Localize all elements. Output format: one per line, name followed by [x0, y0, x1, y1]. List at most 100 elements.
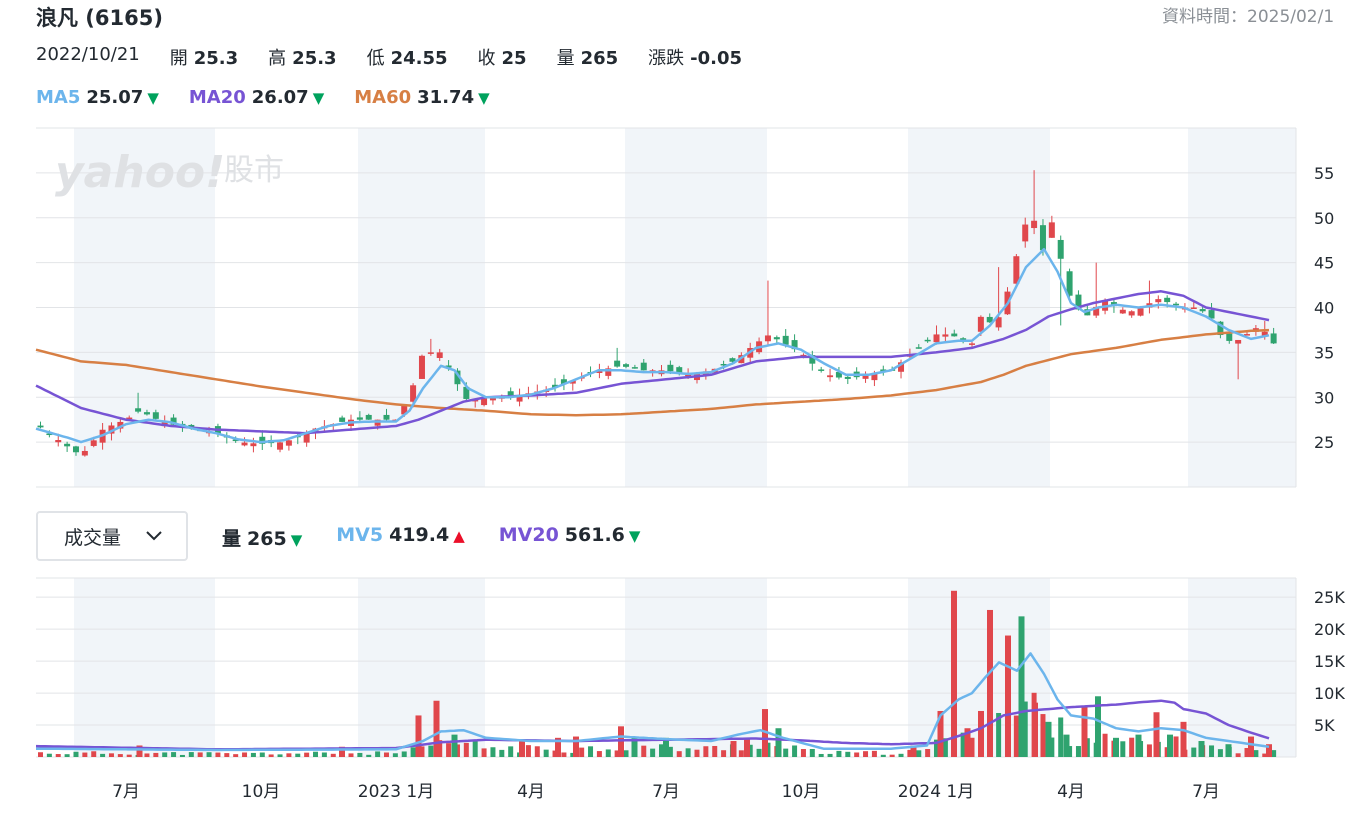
- volume-bar: [588, 746, 594, 757]
- volume-bar: [410, 747, 416, 757]
- volume-bar: [863, 751, 869, 757]
- volume-bar: [433, 700, 440, 757]
- yahoo-watermark-logo: yahoo!: [55, 147, 225, 198]
- volume-bar: [1031, 692, 1037, 757]
- candle-body: [560, 379, 567, 385]
- candle-body: [64, 443, 71, 447]
- volume-bar: [153, 752, 159, 757]
- volume-bar: [490, 747, 496, 757]
- ma5-line: [35, 247, 1270, 444]
- price-chart[interactable]: 25 30 35 40 45 50 55 yahoo!股市: [0, 0, 1364, 495]
- candle-body: [1226, 333, 1233, 341]
- volume-bar: [268, 754, 274, 757]
- candle-body: [844, 376, 851, 379]
- indicator-dropdown[interactable]: 成交量: [36, 511, 188, 561]
- volume-bar: [951, 590, 957, 757]
- open-value: 25.3: [193, 48, 239, 69]
- up-arrow-icon: ▲: [453, 527, 465, 545]
- ohlc-close: 收 25: [478, 44, 527, 70]
- candle-body: [117, 421, 124, 429]
- volume-bar: [415, 715, 422, 757]
- high-value: 25.3: [292, 48, 337, 69]
- candle-body: [960, 338, 967, 340]
- candle-body: [685, 374, 692, 377]
- volume-bar: [845, 751, 851, 757]
- volume-bar: [82, 752, 88, 757]
- volume-bar: [827, 753, 833, 757]
- stock-title: 浪凡 (6165): [36, 6, 163, 30]
- volume-bar: [1040, 714, 1046, 757]
- volume-bar: [46, 753, 52, 757]
- candle-body: [436, 352, 443, 358]
- volume-bar: [392, 753, 398, 757]
- ma20-value: 26.07: [251, 87, 309, 108]
- volume-bar: [357, 752, 363, 757]
- candle-body: [1013, 256, 1020, 284]
- volume-bar: [463, 742, 469, 757]
- volume-bar: [1032, 702, 1038, 757]
- candle-body: [1075, 294, 1082, 310]
- volume-bar: [242, 752, 248, 757]
- volume-bar: [1067, 746, 1073, 757]
- candle-body: [818, 369, 825, 371]
- x-tick-label: 10月: [782, 782, 821, 802]
- volume-bar: [730, 741, 737, 757]
- indicator-dropdown-label: 成交量: [64, 526, 122, 549]
- volume-bar: [774, 746, 780, 757]
- volume-bar: [1084, 738, 1090, 757]
- candle-body: [827, 375, 834, 378]
- candle-body: [862, 375, 869, 379]
- volume-bar: [703, 746, 709, 757]
- candle-body: [339, 417, 346, 422]
- candle-body: [667, 364, 674, 372]
- ma60-name: MA60: [354, 87, 412, 108]
- volume-bar: [880, 754, 886, 757]
- volume-bar: [224, 753, 230, 757]
- candle-body: [135, 408, 142, 412]
- volume-bar: [676, 751, 682, 757]
- volume-bar: [259, 752, 265, 757]
- y-tick-label: 25K: [1314, 588, 1345, 607]
- low-value: 24.55: [390, 48, 448, 69]
- high-label: 高: [268, 48, 287, 69]
- candle-body: [1190, 307, 1197, 309]
- volume-bar: [729, 744, 735, 757]
- period-band: [74, 578, 215, 757]
- volume-bar: [1081, 705, 1088, 757]
- candle-body: [995, 317, 1002, 328]
- candle-body: [986, 316, 993, 323]
- candle-body: [489, 397, 496, 401]
- volume-bar: [694, 749, 700, 757]
- volume-bar: [1173, 736, 1179, 757]
- volume-bar: [233, 754, 239, 757]
- volume-bar: [762, 709, 768, 757]
- volume-legend: 量 265 ▼ MV5 419.4 ▲ MV20 561.6 ▼: [222, 524, 640, 551]
- volume-bar: [117, 754, 123, 757]
- volume-bar: [623, 750, 629, 757]
- volume-bar: [1209, 745, 1215, 757]
- candle-body: [951, 333, 958, 337]
- volume-bar: [555, 737, 561, 757]
- volume-bar: [1111, 740, 1117, 757]
- volume-bar: [215, 752, 221, 757]
- y-tick-label: 50: [1314, 209, 1334, 228]
- volume-bar: [744, 737, 750, 757]
- candle-body: [569, 380, 576, 384]
- volume-bar: [339, 746, 345, 757]
- candle-body: [1022, 224, 1029, 242]
- candle-body: [614, 360, 621, 367]
- candle-body: [791, 340, 798, 350]
- volume-bar: [738, 750, 744, 757]
- candle-body: [764, 335, 771, 342]
- candle-body: [1137, 308, 1144, 316]
- volume-bar: [451, 734, 458, 757]
- vol-name: 量: [222, 528, 242, 550]
- ma20-name: MA20: [188, 87, 246, 108]
- candle-body: [1039, 225, 1046, 251]
- volume-bar: [73, 751, 79, 757]
- volume-bar: [144, 753, 150, 757]
- x-tick-label: 2024 1月: [898, 782, 974, 802]
- volume-bar: [618, 726, 624, 757]
- volume-bar: [472, 740, 478, 757]
- volume-bar: [1253, 750, 1259, 757]
